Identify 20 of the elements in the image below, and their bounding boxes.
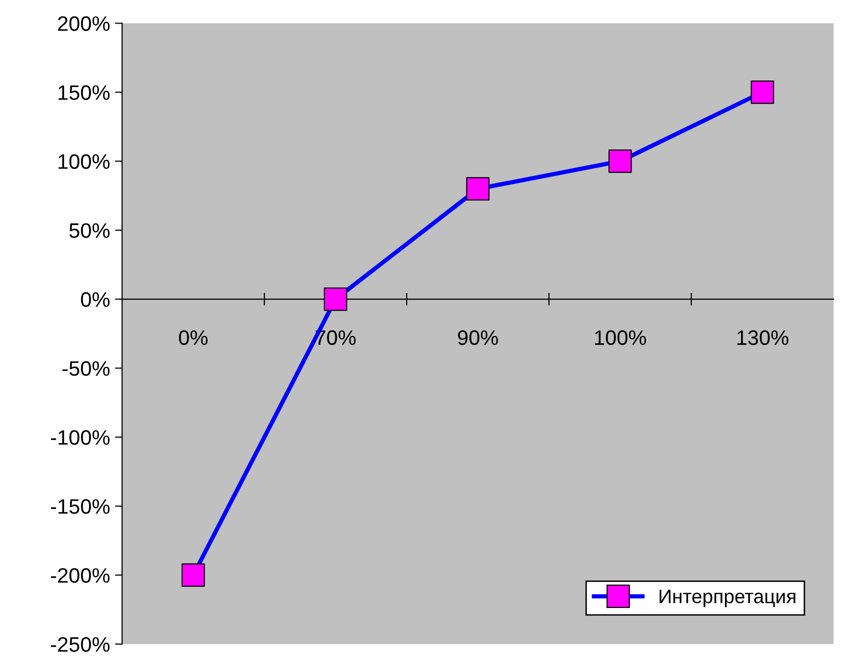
point: [750, 80, 774, 104]
point: [182, 563, 205, 587]
y-tick-label: -100%: [50, 430, 110, 445]
x-tick-label: 90%: [458, 330, 498, 346]
y-tick-label: -250%: [50, 637, 110, 652]
point: [608, 150, 632, 173]
y-tick-label: -150%: [50, 499, 110, 514]
y-tick-label: 100%: [58, 154, 110, 169]
point: [466, 177, 490, 200]
y-tick-label: 200%: [58, 16, 110, 31]
y-tick-label: -200%: [50, 568, 110, 583]
x-tick-label: 130%: [737, 330, 788, 346]
y-tick-label: 150%: [58, 85, 110, 100]
x-tick-label: 100%: [595, 330, 646, 346]
y-tick-label: 50%: [69, 223, 110, 238]
x-tick-label: 0%: [178, 330, 208, 346]
y-tick-label: -50%: [62, 361, 110, 376]
y-tick-label: 0%: [80, 292, 110, 307]
legend-label: Интерпретация: [660, 590, 796, 608]
point: [324, 288, 348, 311]
